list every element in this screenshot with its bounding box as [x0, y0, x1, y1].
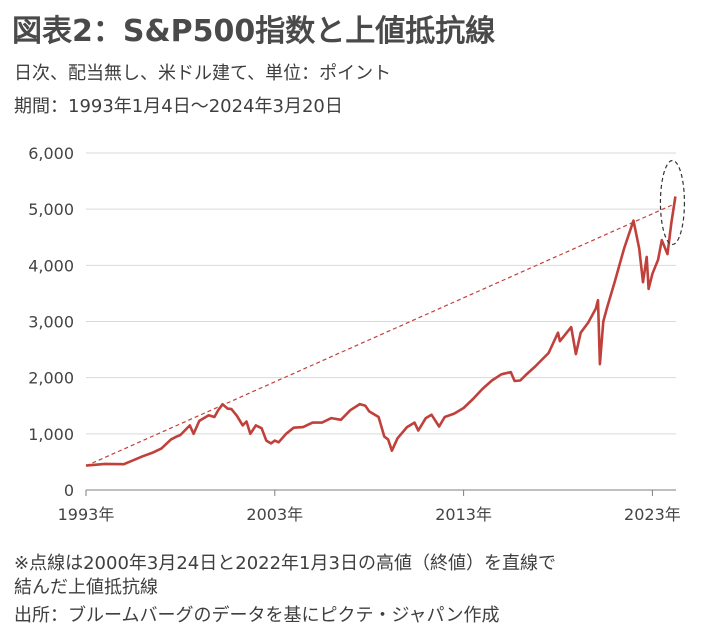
resistance-line	[85, 203, 676, 467]
y-tick-label: 4,000	[28, 256, 74, 275]
y-tick-label: 2,000	[28, 369, 74, 388]
grid-lines	[86, 152, 676, 435]
y-tick-label: 6,000	[28, 144, 74, 163]
footnote-line-2: 結んだ上値抵抗線	[14, 577, 158, 598]
chart-title: 図表2：S&P500指数と上値抵抗線	[12, 14, 496, 49]
y-axis: 0 1,000 2,000 3,000 4,000 5,000 6,000	[28, 144, 74, 500]
x-tick-label: 1993年	[58, 505, 115, 524]
x-tick-label: 2003年	[246, 505, 303, 524]
y-tick-label: 3,000	[28, 313, 74, 332]
chart-subtitle-period: 期間：1993年1月4日～2024年3月20日	[14, 96, 343, 117]
series-layer	[85, 196, 677, 467]
y-tick-label: 0	[64, 481, 74, 500]
x-axis: 1993年 2003年 2013年 2023年	[58, 489, 681, 524]
y-tick-label: 5,000	[28, 200, 74, 219]
x-tick-label: 2013年	[435, 505, 492, 524]
x-tick-label: 2023年	[624, 505, 681, 524]
sp500-line	[85, 196, 677, 467]
chart-subtitle-units: 日次、配当無し、米ドル建て、単位：ポイント	[14, 63, 392, 84]
source-note: 出所：ブルームバーグのデータを基にピクテ・ジャパン作成	[14, 605, 500, 626]
highlight-ellipse	[659, 159, 686, 246]
footnote-line-1: ※点線は2000年3月24日と2022年1月3日の高値（終値）を直線で	[14, 553, 556, 574]
y-tick-label: 1,000	[28, 425, 74, 444]
chart-area: 0 1,000 2,000 3,000 4,000 5,000 6,000 1993年 200…	[28, 144, 686, 524]
annotation-layer	[85, 159, 686, 467]
